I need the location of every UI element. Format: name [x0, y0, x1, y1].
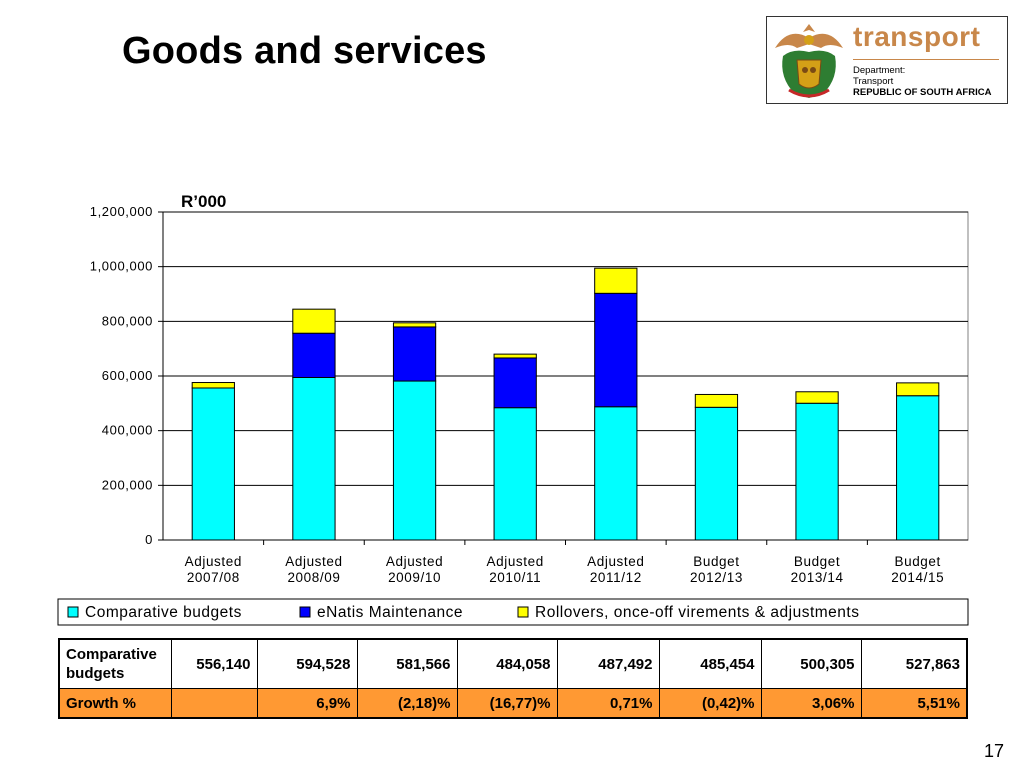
row-label-line: Growth %	[66, 694, 136, 712]
bar-segment-2-2	[292, 332, 336, 378]
logo-department-name: Transport	[853, 76, 894, 87]
x-tick-label: Adjusted	[587, 554, 644, 569]
table-cell: 6,9%	[256, 688, 358, 719]
bar-segment-2-5	[594, 292, 638, 408]
bar-segment-1-5	[594, 406, 638, 541]
table-cell: 484,058	[456, 638, 558, 689]
table-cell: 487,492	[556, 638, 660, 689]
x-tick-label: Adjusted	[487, 554, 544, 569]
growth-row: Growth % 6,9% (2,18)% (16,77)% 0,71% (0,42)% 3…	[58, 688, 968, 719]
y-tick-label: 1,000,000	[90, 259, 153, 274]
x-tick-label: 2010/11	[489, 570, 541, 585]
unit-label: R’000	[181, 192, 226, 211]
legend-swatch-3	[517, 606, 529, 618]
legend-swatch-1	[67, 606, 79, 618]
x-tick-label: Adjusted	[185, 554, 242, 569]
x-tick-label: 2014/15	[891, 570, 944, 585]
legend-box	[57, 598, 969, 626]
bar-segment-1-7	[795, 402, 839, 541]
table-cell: 527,863	[860, 638, 968, 689]
table-cell: 0,71%	[556, 688, 660, 719]
table-cell: 3,06%	[760, 688, 862, 719]
logo-country: REPUBLIC OF SOUTH AFRICA	[853, 87, 992, 98]
bar-segment-3-1	[191, 382, 235, 389]
page-number: 17	[984, 741, 1005, 761]
table-cell: 556,140	[170, 638, 258, 689]
legend-label-2: eNatis Maintenance	[317, 604, 463, 621]
x-tick-label: 2008/09	[287, 570, 340, 585]
stacked-bar-chart: R’000 0 200,000 400,000 600,000 800,000 1,000…	[57, 192, 969, 626]
x-tick-label: Budget	[894, 554, 940, 569]
slide-title: Goods and services	[122, 30, 487, 72]
bar-segment-2-3	[392, 326, 437, 382]
y-tick-label: 800,000	[102, 313, 153, 328]
table-cell	[170, 688, 258, 719]
bar-segment-3-3	[392, 322, 437, 328]
legend-label-3: Rollovers, once-off virements & adjustme…	[535, 604, 859, 621]
bar-segment-3-4	[493, 353, 537, 359]
bar-segment-1-8	[896, 395, 940, 541]
bar-segment-1-3	[392, 380, 437, 541]
bar-segment-1-6	[694, 406, 739, 541]
table-cell: (16,77)%	[456, 688, 558, 719]
table-cell: 581,566	[356, 638, 458, 689]
x-tick-label: Adjusted	[386, 554, 443, 569]
legend-swatch-2	[299, 606, 311, 618]
bar-segment-3-7	[795, 391, 839, 404]
y-tick-label: 0	[145, 532, 153, 547]
bar-segment-3-2	[292, 308, 336, 334]
table-cell: 500,305	[760, 638, 862, 689]
x-tick-label: 2012/13	[690, 570, 743, 585]
legend-label-1: Comparative budgets	[85, 604, 242, 621]
transport-logo: transport Department: Transport REPUBLIC…	[766, 16, 1008, 104]
table-cell: (0,42)%	[658, 688, 762, 719]
table-cell: 594,528	[256, 638, 358, 689]
x-tick-label: Budget	[693, 554, 739, 569]
logo-divider	[853, 59, 999, 60]
y-tick-label: 400,000	[102, 423, 153, 438]
x-tick-label: 2013/14	[791, 570, 844, 585]
x-tick-label: Adjusted	[285, 554, 342, 569]
row-label-line: Comparative	[66, 646, 157, 663]
table-cell: 485,454	[658, 638, 762, 689]
bar-segment-3-6	[694, 393, 739, 408]
bar-segment-1-1	[191, 387, 235, 541]
bar-segment-3-5	[594, 267, 638, 294]
comparative-budget-table: Comparative budgets 556,140 594,528 581,566 4…	[58, 638, 968, 719]
x-tick-label: 2011/12	[590, 570, 642, 585]
y-tick-label: 1,200,000	[90, 204, 153, 219]
logo-department-label: Department:	[853, 65, 906, 76]
table-cell: 5,51%	[860, 688, 968, 719]
bar-segment-2-4	[493, 357, 537, 409]
table-cell: (2,18)%	[356, 688, 458, 719]
logo-wordmark: transport	[853, 21, 981, 52]
coat-of-arms-icon	[775, 24, 843, 98]
bar-segment-1-4	[493, 407, 537, 541]
row-label: Growth %	[58, 688, 172, 719]
x-tick-label: 2007/08	[187, 570, 240, 585]
x-tick-label: 2009/10	[388, 570, 441, 585]
bar-segment-1-2	[292, 376, 336, 541]
bar-segment-3-8	[896, 382, 940, 397]
comparative-budgets-row: Comparative budgets 556,140 594,528 581,566 4…	[58, 638, 968, 689]
y-tick-label: 600,000	[102, 368, 153, 383]
x-tick-label: Budget	[794, 554, 840, 569]
row-label: Comparative budgets	[58, 638, 172, 689]
y-tick-label: 200,000	[102, 477, 153, 492]
row-label-line: budgets	[66, 665, 125, 682]
